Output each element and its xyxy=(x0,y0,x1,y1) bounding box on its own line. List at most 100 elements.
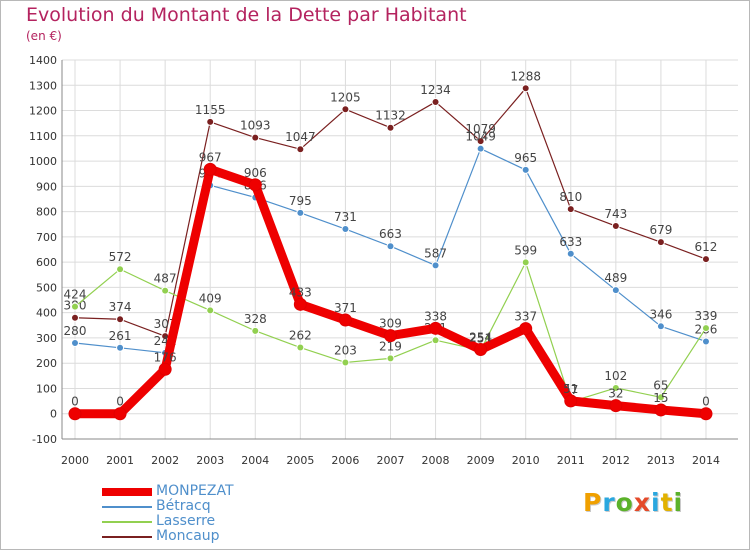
logo-letter: i xyxy=(673,488,684,517)
legend-swatch-betracq xyxy=(102,506,152,508)
data-point-monpezat xyxy=(699,407,713,421)
data-label-monpezat: 371 xyxy=(334,301,357,315)
logo-letter: t xyxy=(660,488,674,517)
data-label-moncaup: 1288 xyxy=(510,69,541,83)
data-point-moncaup xyxy=(386,123,395,132)
data-label-lasserre: 251 xyxy=(469,331,492,345)
data-point-betracq xyxy=(116,343,125,352)
data-point-moncaup xyxy=(251,133,260,142)
data-point-moncaup xyxy=(521,84,530,93)
logo-letter: r xyxy=(602,488,616,517)
data-label-lasserre: 328 xyxy=(244,312,267,326)
chart-subtitle: (en €) xyxy=(26,29,62,43)
data-point-lasserre xyxy=(116,265,125,274)
data-point-betracq xyxy=(296,208,305,217)
data-point-betracq xyxy=(71,338,79,347)
data-point-betracq xyxy=(656,322,665,331)
data-label-moncaup: 1093 xyxy=(240,119,271,133)
data-label-betracq: 587 xyxy=(424,246,447,260)
y-tick-label: 1300 xyxy=(29,79,57,92)
data-label-lasserre: 409 xyxy=(199,291,222,305)
data-point-moncaup xyxy=(206,117,215,126)
x-tick-label: 2002 xyxy=(151,454,179,467)
data-point-monpezat xyxy=(383,329,397,343)
data-label-lasserre: 219 xyxy=(379,339,402,353)
legend-label-monpezat: MONPEZAT xyxy=(156,483,234,499)
data-point-betracq xyxy=(701,337,710,346)
chart-title: Evolution du Montant de la Dette par Hab… xyxy=(26,4,467,26)
data-point-betracq xyxy=(386,242,395,251)
data-point-monpezat xyxy=(429,321,443,335)
data-label-monpezat: 254 xyxy=(469,331,492,345)
data-label-moncaup: 1079 xyxy=(465,122,496,136)
data-label-lasserre: 203 xyxy=(334,343,357,357)
data-point-lasserre xyxy=(71,302,79,311)
data-point-lasserre xyxy=(161,286,170,295)
y-tick-label: 400 xyxy=(36,307,57,320)
data-label-monpezat: 338 xyxy=(424,309,447,323)
data-point-betracq xyxy=(431,261,440,270)
data-point-moncaup xyxy=(566,205,575,214)
logo-letter: x xyxy=(633,488,651,517)
y-tick-label: 200 xyxy=(36,357,57,370)
x-tick-label: 2004 xyxy=(241,454,269,467)
data-label-monpezat: 0 xyxy=(116,395,124,409)
x-tick-label: 2001 xyxy=(106,454,134,467)
x-tick-label: 2010 xyxy=(512,454,540,467)
logo-letter: o xyxy=(615,488,634,517)
data-point-monpezat xyxy=(158,362,172,376)
data-label-monpezat: 0 xyxy=(702,395,710,409)
data-point-lasserre xyxy=(611,383,620,392)
data-point-monpezat xyxy=(248,178,262,192)
data-label-betracq: 280 xyxy=(64,324,87,338)
x-tick-label: 2007 xyxy=(376,454,404,467)
y-tick-label: 500 xyxy=(36,281,57,294)
x-tick-label: 2003 xyxy=(196,454,224,467)
data-label-moncaup: 1132 xyxy=(375,109,406,123)
data-point-lasserre xyxy=(656,393,665,402)
data-label-betracq: 1049 xyxy=(465,130,496,144)
data-point-lasserre xyxy=(386,354,395,363)
data-label-betracq: 261 xyxy=(109,329,132,343)
data-point-monpezat xyxy=(293,297,307,311)
data-label-monpezat: 51 xyxy=(563,382,578,396)
y-tick-label: 300 xyxy=(36,332,57,345)
data-point-betracq xyxy=(476,144,485,153)
data-point-lasserre xyxy=(701,324,710,333)
data-label-monpezat: 337 xyxy=(514,310,537,324)
data-label-monpezat: 433 xyxy=(289,285,312,299)
legend-label-lasserre: Lasserre xyxy=(156,513,216,529)
data-label-moncaup: 1047 xyxy=(285,130,316,144)
x-tick-label: 2014 xyxy=(692,454,720,467)
data-point-monpezat xyxy=(609,399,623,413)
data-point-lasserre xyxy=(431,336,440,345)
y-tick-label: 800 xyxy=(36,206,57,219)
data-point-moncaup xyxy=(611,222,620,231)
y-tick-label: 900 xyxy=(36,180,57,193)
x-tick-label: 2009 xyxy=(467,454,495,467)
data-point-monpezat xyxy=(338,313,352,327)
data-label-moncaup: 810 xyxy=(559,190,582,204)
data-label-betracq: 731 xyxy=(334,210,357,224)
data-label-betracq: 489 xyxy=(604,271,627,285)
legend-swatch-moncaup xyxy=(102,536,152,538)
data-point-lasserre xyxy=(521,258,530,267)
y-tick-label: 700 xyxy=(36,231,57,244)
x-tick-label: 2005 xyxy=(286,454,314,467)
data-point-monpezat xyxy=(564,394,578,408)
data-point-betracq xyxy=(521,165,530,174)
data-point-lasserre xyxy=(341,358,350,367)
data-point-moncaup xyxy=(341,105,350,114)
data-label-monpezat: 15 xyxy=(653,391,668,405)
data-label-monpezat: 176 xyxy=(154,350,177,364)
y-tick-label: -100 xyxy=(32,433,57,446)
legend-label-moncaup: Moncaup xyxy=(156,528,220,544)
data-label-betracq: 965 xyxy=(514,151,537,165)
plot-area xyxy=(62,60,738,439)
data-label-moncaup: 1205 xyxy=(330,90,361,104)
x-tick-label: 2011 xyxy=(557,454,585,467)
data-point-betracq xyxy=(341,225,350,234)
data-point-moncaup xyxy=(431,97,440,106)
data-label-moncaup: 1155 xyxy=(195,103,226,117)
